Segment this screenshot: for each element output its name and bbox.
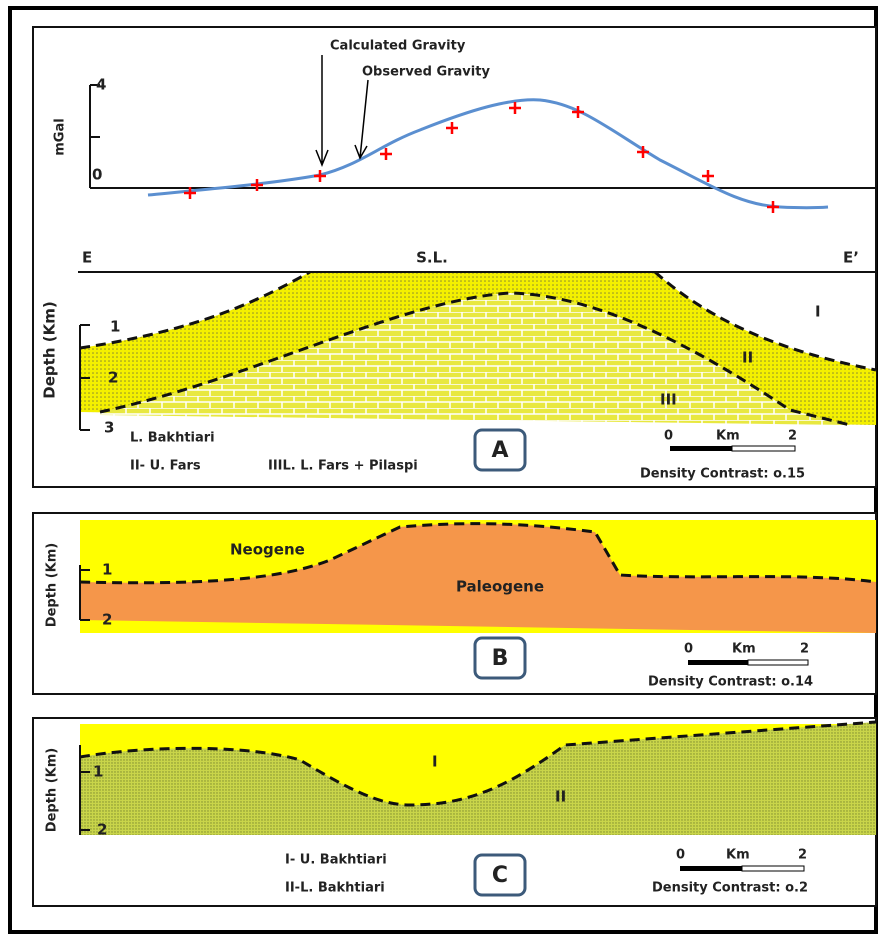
tick-label: 2: [97, 821, 107, 839]
tick-label: 1: [102, 561, 112, 579]
arrow-label: Calculated Gravity: [330, 39, 466, 54]
legend-item: I- U. Bakhtiari: [285, 853, 387, 868]
profile-label: S.L.: [416, 249, 448, 267]
axis-label: Depth (Km): [45, 543, 60, 627]
tick-label: 1: [93, 763, 103, 781]
boundary: [79, 522, 877, 585]
scale-label: 0: [664, 429, 673, 444]
legend-item: II- U. Fars: [130, 459, 201, 474]
axis-label: Depth (Km): [45, 748, 60, 832]
scale-bar: [670, 446, 732, 451]
layer-mark: III: [660, 391, 677, 409]
scale-bar: [747, 659, 809, 666]
depth-axis: [79, 565, 90, 621]
density-label: Density Contrast: o.2: [652, 881, 808, 896]
calculated-gravity-curve: [147, 98, 829, 210]
tick-label: 2: [102, 611, 112, 629]
depth-axis: [79, 745, 90, 835]
unit-label: Paleogene: [456, 578, 544, 596]
boundary: [654, 270, 877, 372]
axis-label: mGal: [53, 118, 68, 155]
legend-item: II-L. Bakhtiari: [285, 881, 385, 896]
tick-label: 4: [96, 76, 106, 94]
scale-label: 0: [676, 848, 685, 863]
tick-label: 3: [104, 419, 114, 437]
boundary: [79, 270, 311, 350]
scale-label: Km: [726, 848, 750, 863]
tick-label: 0: [92, 166, 102, 184]
scale-bar: [688, 660, 748, 665]
layer-mark: I: [432, 753, 438, 771]
layer-ii: [80, 722, 876, 835]
tick-label: 2: [108, 369, 118, 387]
scale-label: Km: [716, 429, 740, 444]
scale-bar: [680, 866, 742, 871]
panel-label: A: [491, 438, 508, 463]
panel-label-box: [473, 853, 527, 897]
unit-label: Neogene: [230, 541, 305, 559]
gravity-axis: [89, 84, 876, 189]
panel-label: B: [492, 646, 509, 671]
density-label: Density Contrast: o.15: [640, 467, 805, 482]
layer-mark: II: [555, 788, 566, 806]
tick-label: 1: [110, 318, 120, 336]
paleogene: [80, 523, 876, 633]
legend-item: IIIL. L. Fars + Pilaspi: [268, 459, 418, 474]
scale-label: 2: [800, 642, 809, 657]
scale-label: Km: [732, 642, 756, 657]
scale-bar: [731, 445, 796, 452]
depth-axis: [79, 324, 90, 431]
scale-label: 2: [788, 429, 797, 444]
layer-mark: II: [742, 349, 753, 367]
axis-label: Depth (Km): [41, 301, 59, 398]
observed-gravity-points: [184, 102, 779, 213]
layer-mark: I: [815, 303, 821, 321]
profile-end: E’: [843, 249, 859, 267]
profile-end: E: [82, 249, 92, 267]
scale-bar: [741, 865, 805, 872]
arrows: [315, 55, 369, 168]
scale-label: 2: [798, 848, 807, 863]
boundary: [79, 720, 877, 807]
panel-label: C: [492, 863, 508, 888]
panel-label-box: [473, 428, 527, 472]
panel-label-box: [473, 636, 527, 680]
density-label: Density Contrast: o.14: [648, 675, 813, 690]
layer-iii: [100, 293, 850, 425]
scale-label: 0: [684, 642, 693, 657]
arrow-label: Observed Gravity: [362, 65, 490, 80]
legend-item: L. Bakhtiari: [130, 431, 215, 446]
